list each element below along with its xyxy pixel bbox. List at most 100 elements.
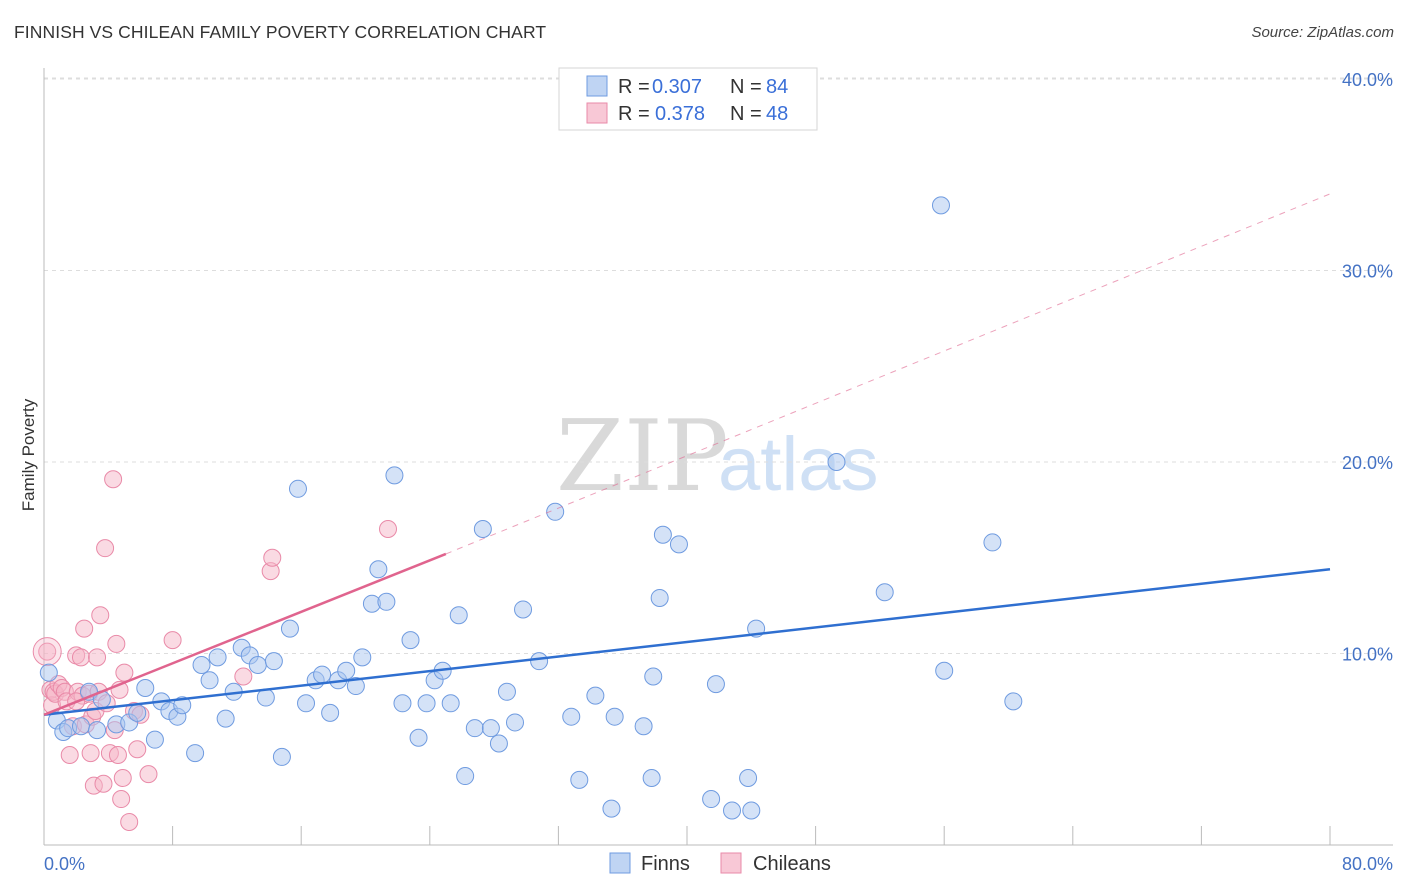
chileans-point [120, 813, 139, 832]
finns-r-label: R = [618, 76, 650, 98]
finns-point [827, 453, 846, 471]
finns-point [570, 770, 589, 789]
chileans-point [108, 745, 127, 764]
watermark-zip: ZIP [556, 400, 729, 514]
finns-point [369, 560, 388, 579]
finns-point [313, 665, 332, 684]
trend-lines [43, 193, 1331, 717]
finns-point [272, 747, 291, 766]
finns-point [353, 648, 372, 667]
finns-point [935, 661, 954, 680]
chileans-point [60, 745, 79, 764]
finns-point [264, 652, 283, 671]
finns-point [441, 694, 460, 713]
finns-point [449, 606, 468, 625]
finns-point [288, 479, 307, 498]
chileans-point [379, 520, 398, 539]
y-tick-labels: 10.0% 20.0% 30.0% 40.0% [1342, 70, 1393, 665]
chileans-point [113, 768, 132, 787]
finns-point [723, 801, 742, 820]
finns-point [385, 466, 404, 485]
finns-point [514, 600, 533, 619]
source-credit: Source: ZipAtlas.com [1251, 24, 1394, 41]
y-tick-label: 40.0% [1342, 70, 1393, 90]
finns-point [497, 682, 516, 701]
finns-point [644, 667, 663, 686]
finns-point [465, 719, 484, 738]
finns-point [931, 196, 950, 215]
finns-point [280, 619, 299, 638]
x-tick-label-min: 0.0% [44, 854, 85, 874]
finns-point [505, 713, 524, 732]
legend-chileans-swatch [720, 852, 742, 874]
finns-point [650, 588, 669, 607]
chileans-point [115, 663, 134, 682]
chileans-point [128, 740, 147, 759]
finns-point [186, 744, 205, 763]
legend-finns-swatch [609, 852, 631, 874]
finns-point [473, 520, 492, 539]
chileans-trend-extension [445, 193, 1331, 555]
stats-legend: R = 0.307 N = 84 R = 0.378 N = 48 [558, 67, 818, 131]
finns-r-value: 0.307 [652, 76, 702, 98]
chileans-point [263, 548, 282, 567]
chileans-point [112, 790, 131, 809]
finns-point [401, 631, 420, 650]
finns-point [602, 799, 621, 818]
finns-point [875, 583, 894, 602]
finns-point [417, 694, 436, 713]
finns-point [173, 696, 192, 715]
chileans-r-label: R = [618, 103, 650, 125]
axes [43, 68, 1393, 846]
finns-points [39, 196, 1023, 820]
chileans-point [88, 648, 107, 667]
finns-n-label: N = [730, 76, 762, 98]
finns-point [297, 694, 316, 713]
finns-point [706, 675, 725, 694]
finns-point [136, 678, 155, 697]
finns-point [200, 671, 219, 690]
watermark-atlas: atlas [718, 422, 879, 507]
x-tick-label-max: 80.0% [1342, 854, 1393, 874]
chileans-point [91, 606, 110, 625]
chileans-point [75, 619, 94, 638]
finns-point [983, 533, 1002, 552]
finns-point [192, 655, 211, 674]
finns-point [409, 728, 428, 747]
finns-swatch [586, 75, 608, 97]
chileans-point [139, 765, 158, 784]
legend-finns-label: Finns [641, 853, 690, 875]
chileans-point [38, 642, 57, 661]
y-tick-label: 20.0% [1342, 453, 1393, 473]
finns-point [669, 535, 688, 554]
gridlines [44, 77, 1393, 654]
finns-point [456, 767, 475, 786]
chileans-swatch [586, 102, 608, 124]
finns-point [337, 661, 356, 680]
legend-chileans-label: Chileans [753, 853, 831, 875]
finns-point [145, 730, 164, 749]
finns-trend-line [43, 567, 1331, 717]
finns-point [489, 734, 508, 753]
finns-point [321, 703, 340, 722]
chileans-trend-line [43, 552, 447, 716]
chileans-r-value: 0.378 [655, 103, 705, 125]
chileans-point [81, 744, 100, 763]
finns-point [208, 648, 227, 667]
finns-point [346, 677, 365, 696]
finns-point [562, 707, 581, 726]
y-axis-label: Family Poverty [19, 398, 38, 511]
chileans-point [163, 631, 182, 650]
y-tick-label: 30.0% [1342, 262, 1393, 282]
chart-title: FINNISH VS CHILEAN FAMILY POVERTY CORREL… [14, 22, 547, 42]
finns-point [88, 721, 107, 740]
finns-point [605, 707, 624, 726]
finns-point [216, 709, 235, 728]
y-tick-label: 10.0% [1342, 645, 1393, 665]
finns-point [702, 790, 721, 809]
chileans-point-large [32, 637, 62, 667]
finns-point [742, 801, 761, 820]
series-legend: Finns Chileans [609, 852, 831, 875]
chileans-point [107, 634, 126, 653]
